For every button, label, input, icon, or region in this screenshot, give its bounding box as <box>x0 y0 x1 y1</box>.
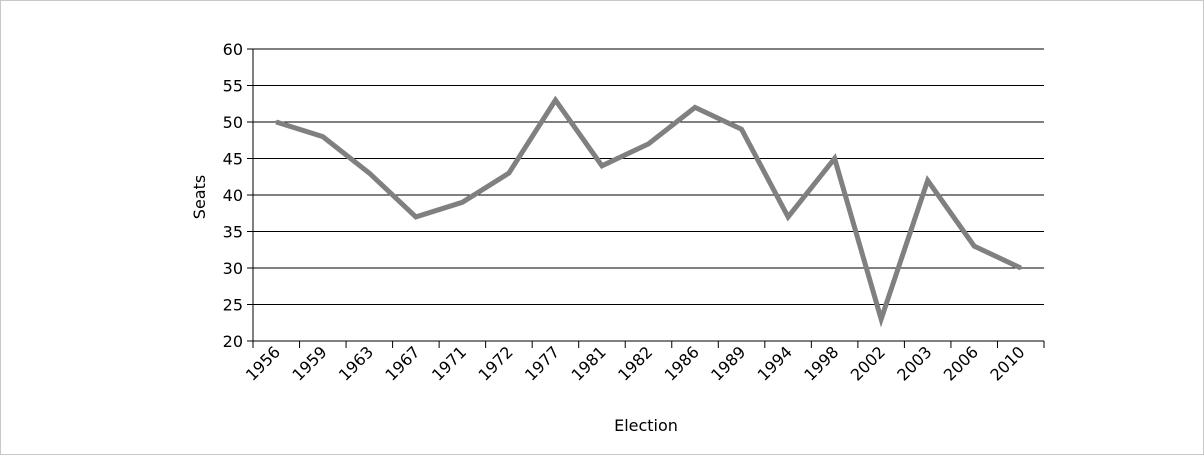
data-point <box>507 171 511 175</box>
x-tick-label: 1981 <box>568 342 610 384</box>
x-tick-label: 2010 <box>986 342 1028 384</box>
y-tick-label: 60 <box>223 40 243 59</box>
data-point <box>460 200 464 204</box>
x-tick-label: 2003 <box>893 342 935 384</box>
series-layer <box>274 95 1023 328</box>
y-tick-label: 50 <box>223 113 243 132</box>
y-tick-label: 30 <box>223 259 243 278</box>
y-axis-ticks: 20 25 30 35 40 45 50 55 60 <box>223 40 253 351</box>
data-point <box>367 171 371 175</box>
data-point <box>833 157 837 160</box>
data-point <box>740 127 744 131</box>
data-point <box>647 142 650 146</box>
y-tick-label: 25 <box>223 296 243 315</box>
gridlines <box>253 48 1044 305</box>
x-tick-label: 1998 <box>800 342 842 384</box>
data-point <box>600 164 604 168</box>
x-tick-label: 1977 <box>521 342 563 384</box>
series-line <box>275 95 1022 328</box>
data-point <box>414 215 418 219</box>
y-tick-label: 55 <box>223 77 243 96</box>
y-tick-label: 40 <box>223 186 243 205</box>
x-axis-title: Election <box>614 416 678 435</box>
data-point <box>274 120 278 124</box>
x-tick-label: 1956 <box>242 342 284 384</box>
x-tick-label: 2002 <box>847 342 889 384</box>
x-tick-label: 1972 <box>475 342 517 384</box>
x-tick-label: 1989 <box>707 342 749 384</box>
data-point <box>926 178 930 182</box>
y-tick-label: 20 <box>223 332 243 351</box>
data-point <box>972 244 976 248</box>
y-axis-title: Seats <box>190 175 209 219</box>
data-point <box>879 317 883 321</box>
data-point <box>553 98 557 102</box>
x-tick-label: 1994 <box>754 342 796 384</box>
data-point <box>321 135 325 139</box>
data-point <box>693 105 697 109</box>
y-tick-label: 45 <box>223 150 243 169</box>
data-point <box>1019 266 1023 270</box>
x-tick-label: 1967 <box>381 342 423 384</box>
x-tick-label: 2006 <box>940 342 982 384</box>
x-axis-ticks: 1956 1959 1963 1967 1971 1972 1977 1981 1982 1986… <box>242 341 1045 385</box>
data-point <box>786 215 790 219</box>
x-tick-label: 1959 <box>288 342 330 384</box>
x-tick-label: 1986 <box>661 342 703 384</box>
x-tick-label: 1982 <box>614 342 656 384</box>
x-tick-label: 1963 <box>335 342 377 384</box>
y-tick-label: 35 <box>223 223 243 242</box>
x-tick-label: 1971 <box>428 342 470 384</box>
